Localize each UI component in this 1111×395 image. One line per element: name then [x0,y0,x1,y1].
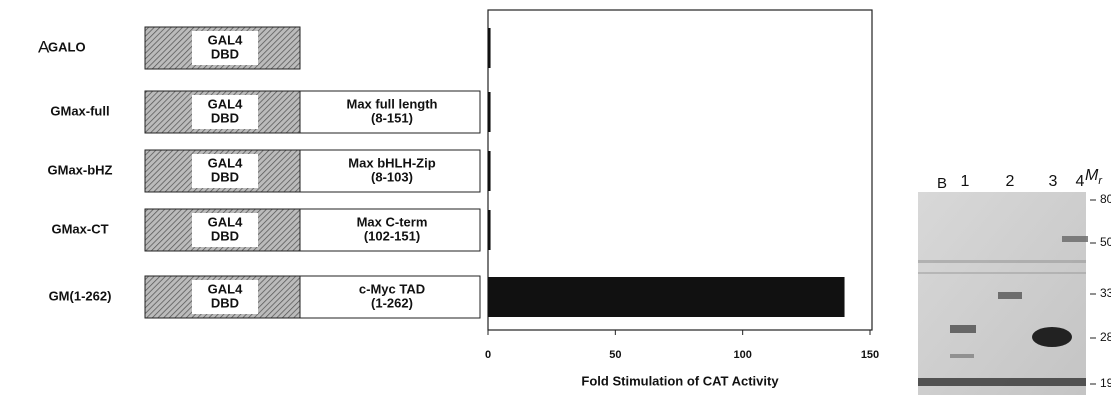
mr-subscript: r [1098,175,1103,187]
x-axis-label: Fold Stimulation of CAT Activity [581,373,779,388]
mr-title: Mr [1085,167,1103,187]
dbd-label: DBD [211,228,239,243]
region-label: (1-262) [371,295,413,310]
bar [488,28,491,68]
page: {"chart_data": {"type": "bar", "orientat… [0,0,1111,395]
region-label: (102-151) [364,228,420,243]
dbd-label: GAL4 [208,32,243,47]
bar [488,277,845,317]
region-label: Max bHLH-Zip [348,155,435,170]
dbd-label: DBD [211,110,239,125]
dbd-label: GAL4 [208,155,243,170]
dbd-label: GAL4 [208,96,243,111]
region-label: Max C-term [357,214,428,229]
dbd-label: DBD [211,46,239,61]
region-label: (8-151) [371,110,413,125]
construct-name: GMax-full [50,103,109,118]
construct-name: GALO [48,39,86,54]
construct-name: GMax-CT [51,221,108,236]
marker-label: 33 [1100,286,1111,300]
bar [488,210,491,250]
mr-letter: M [1085,167,1099,184]
construct-name: GMax-bHZ [48,162,113,177]
bar [488,92,491,132]
marker-label: 50 [1100,235,1111,249]
gel [918,192,1088,395]
dbd-label: DBD [211,169,239,184]
construct-name: GM(1-262) [49,288,112,303]
lane-label: 4 [1076,173,1085,190]
lane-label: 1 [961,173,970,190]
marker-label: 19 [1100,376,1111,390]
figure: A B 050100150Fold Stimulation of CAT Act… [0,0,1111,395]
region-label: Max full length [347,96,438,111]
dbd-label: GAL4 [208,214,243,229]
x-tick-label: 50 [609,349,621,361]
bar [488,151,491,191]
region-label: c-Myc TAD [359,281,425,296]
x-tick-label: 100 [733,349,751,361]
marker-label: 80 [1100,192,1111,206]
panel-label: B [937,175,947,192]
marker-label: 28 [1100,330,1111,344]
x-tick-label: 0 [485,349,491,361]
region-label: (8-103) [371,169,413,184]
x-tick-label: 150 [861,349,879,361]
lane-label: 3 [1049,173,1058,190]
dbd-label: GAL4 [208,281,243,296]
lane-label: 2 [1006,173,1015,190]
dbd-label: DBD [211,295,239,310]
